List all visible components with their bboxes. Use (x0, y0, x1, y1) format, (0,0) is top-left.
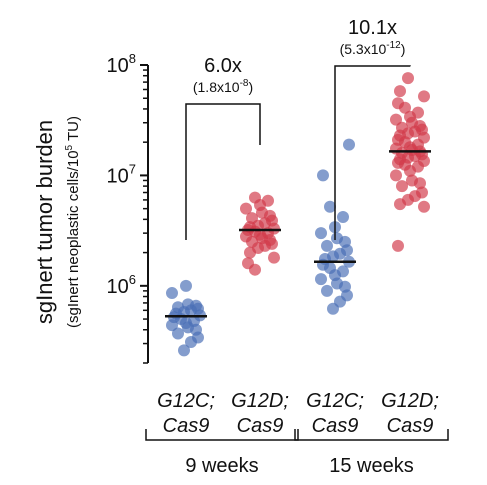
category-label-line2: Cas9 (237, 415, 284, 437)
y-tick-label: 107 (107, 161, 136, 187)
data-point (244, 246, 256, 259)
p-value-prefix: (5.3x10 (340, 41, 387, 57)
data-point (321, 239, 333, 252)
y-tick-label: 106 (107, 272, 136, 298)
fold-change-label: 6.0x (204, 55, 242, 77)
y-tick-exponent: 8 (129, 51, 136, 66)
data-point (268, 251, 280, 264)
y-tick-base: 10 (107, 55, 129, 77)
y-tick-exponent: 6 (129, 272, 136, 287)
data-point (396, 180, 408, 193)
group-label: 9 weeks (185, 455, 258, 477)
data-point (390, 169, 402, 182)
category-label-line2: Cas9 (163, 415, 210, 437)
comparison-bracket (185, 103, 261, 240)
median-lines (165, 150, 431, 318)
p-value-exponent: -8 (240, 78, 249, 89)
category-label-line2: Cas9 (312, 415, 359, 437)
y-axis-sublabel-exponent: 5 (64, 144, 75, 150)
p-value-prefix: (1.8x10 (193, 79, 240, 95)
p-value-suffix: ) (248, 79, 253, 95)
data-points (166, 72, 430, 357)
data-point (394, 198, 406, 211)
comparison-brackets: 6.0x(1.8x10-8)10.1x(5.3x10-12) (185, 17, 411, 240)
data-point (327, 302, 339, 315)
data-point (315, 273, 327, 286)
data-point (166, 319, 178, 332)
data-point (399, 101, 411, 114)
y-axis-sublabel-prefix: (sgInert neoplastic cells/10 (65, 150, 82, 328)
y-tick-exponent: 7 (129, 161, 136, 176)
group-label: 15 weeks (329, 455, 414, 477)
p-value-label: (5.3x10-12) (340, 40, 406, 57)
y-axis-sublabel-suffix: TU) (65, 116, 82, 145)
data-point (317, 169, 329, 182)
data-point (324, 200, 336, 213)
group-bracket (294, 429, 449, 441)
data-point (321, 284, 333, 297)
fold-change-label: 10.1x (348, 17, 397, 39)
data-point (418, 90, 430, 103)
p-value-exponent: -12 (386, 40, 401, 51)
data-point (418, 200, 430, 213)
y-tick-base: 10 (107, 165, 129, 187)
data-point (392, 239, 404, 252)
data-point (337, 211, 349, 224)
data-point (185, 335, 197, 348)
category-label-line1: G12D; (381, 390, 439, 412)
data-point (172, 327, 184, 340)
p-value-label: (1.8x10-8) (193, 78, 253, 95)
y-axis-label: sgInert tumor burden (32, 120, 57, 324)
category-label-line1: G12C; (157, 390, 215, 412)
data-point (414, 177, 426, 190)
p-value-suffix: ) (401, 41, 406, 57)
data-point (180, 279, 192, 292)
y-tick-base: 10 (107, 276, 129, 298)
category-label-line2: Cas9 (387, 415, 434, 437)
category-label-line1: G12D; (231, 390, 289, 412)
data-point (404, 164, 416, 177)
y-axis-subtitle: (sgInert neoplastic cells/105 TU) (64, 116, 82, 328)
data-point (343, 138, 355, 151)
data-point (240, 202, 252, 215)
comparison-bracket (334, 65, 411, 240)
y-axis-sublabel: (sgInert neoplastic cells/105 TU) (64, 116, 82, 328)
y-tick-label: 108 (107, 51, 136, 77)
data-point (166, 287, 178, 300)
data-point (394, 85, 406, 98)
x-axis-categories: G12C; Cas9 G12D; Cas9 G12C; Cas9 G12D; Cas9 9 we… (145, 390, 449, 477)
category-label-line1: G12C; (306, 390, 364, 412)
data-point (402, 72, 414, 85)
y-axis-title: sgInert tumor burden (32, 120, 57, 324)
data-point (249, 263, 261, 276)
group-bracket (145, 429, 299, 441)
data-point (315, 227, 327, 240)
data-point (178, 344, 190, 357)
